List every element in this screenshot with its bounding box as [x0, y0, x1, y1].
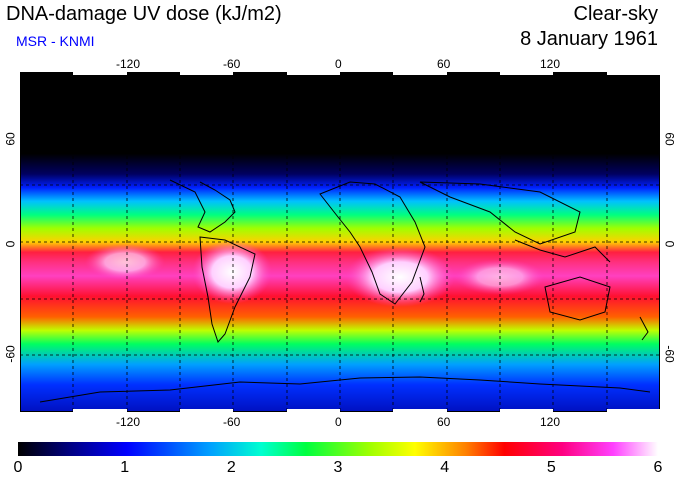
- uv-dose-map: [20, 72, 660, 412]
- coast-asia: [419, 181, 581, 245]
- colorbar-label-3: 3: [333, 459, 343, 476]
- colorbar-label-4: 4: [440, 459, 450, 476]
- lat-tick-left-1: 60: [3, 132, 18, 146]
- coast-europe-africa: [319, 181, 426, 305]
- lat-tick-right-1: 60: [662, 132, 677, 146]
- coast-north-america: [169, 179, 236, 233]
- lon-tick-top-3: 0: [335, 57, 342, 71]
- colorbar-label-2: 2: [226, 459, 236, 476]
- coastlines: [39, 179, 651, 403]
- lon-tick-top-4: 60: [437, 57, 451, 71]
- colorbar-label-1: 1: [120, 459, 130, 476]
- lat-tick-right-3: -60: [662, 345, 677, 363]
- lon-tick-top-2: -60: [223, 57, 241, 71]
- lat-tick-left-3: -60: [3, 345, 18, 363]
- date-label: 8 January 1961: [520, 28, 658, 50]
- lon-tick-bottom-5: 120: [540, 415, 561, 429]
- lon-tick-bottom-1: -120: [116, 415, 141, 429]
- sky-condition-label: Clear-sky: [573, 3, 658, 25]
- coast-australia: [544, 276, 611, 321]
- colorbar: [18, 442, 658, 456]
- hotspot-pacific: [85, 244, 165, 280]
- colorbar-gradient: [18, 442, 658, 456]
- source-label: MSR - KNMI: [16, 33, 95, 49]
- coast-south-america: [199, 236, 256, 343]
- lon-tick-top-5: 120: [540, 57, 561, 71]
- colorbar-label-6: 6: [653, 459, 663, 476]
- lon-tick-bottom-2: -60: [223, 415, 241, 429]
- coast-maritime-asia: [514, 239, 611, 263]
- lat-tick-left-2: 0: [3, 240, 18, 248]
- lon-tick-bottom-4: 60: [437, 415, 451, 429]
- hotspot-south-america: [192, 240, 272, 304]
- lon-tick-bottom-3: 0: [335, 415, 342, 429]
- map-title: DNA-damage UV dose (kJ/m2): [6, 3, 282, 25]
- graticule: [20, 72, 660, 412]
- lon-tick-top-1: -120: [116, 57, 141, 71]
- coast-new-zealand: [639, 316, 649, 341]
- colorbar-label-5: 5: [546, 459, 556, 476]
- colorbar-label-0: 0: [13, 459, 23, 476]
- coast-antarctica: [39, 376, 651, 403]
- lat-tick-right-2: 0: [662, 240, 677, 248]
- coast-madagascar: [419, 276, 425, 303]
- hotspot-africa: [345, 247, 455, 307]
